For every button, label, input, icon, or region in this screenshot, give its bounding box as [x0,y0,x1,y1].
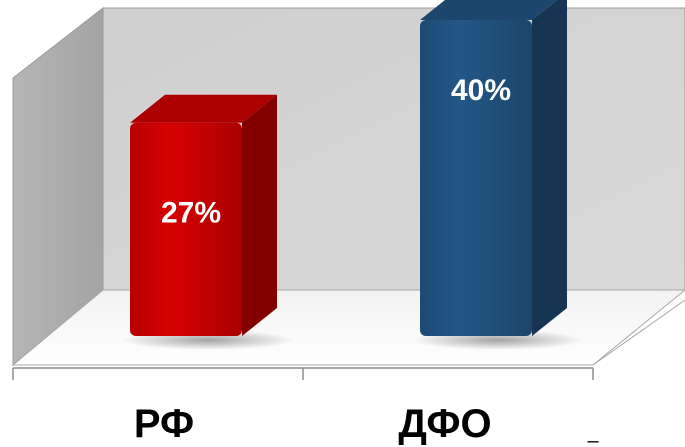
bar-front-face [420,20,532,336]
footnote-mark: – [587,430,599,447]
bars-layer: 27% 40% [122,0,584,350]
data-label-0: 27% [161,197,221,230]
bar-side-face [242,94,277,336]
chart-frame [11,6,685,380]
x-tick-label-dfo: ДФО [398,402,491,446]
bar-1: 40% [412,0,584,350]
bar-top-face [420,0,557,20]
x-tick-label-rf: РФ [134,402,194,446]
bar-0: 27% [122,94,294,350]
bar-top-face [130,94,277,123]
bar-front-face [130,122,242,336]
bar-side-face [532,0,567,336]
floor [11,289,685,366]
floor-right-edge [592,299,685,366]
data-label-1: 40% [451,74,511,107]
